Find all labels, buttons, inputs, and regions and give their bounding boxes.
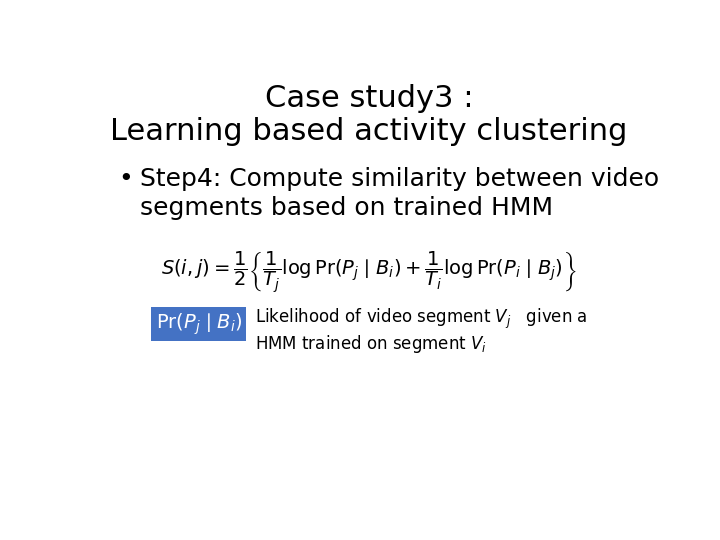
FancyBboxPatch shape	[151, 307, 246, 341]
Text: •: •	[118, 167, 132, 191]
Text: $\Pr(P_j\mid B_i)$: $\Pr(P_j\mid B_i)$	[156, 312, 242, 337]
Text: Learning based activity clustering: Learning based activity clustering	[110, 117, 628, 146]
Text: Case study3 :: Case study3 :	[265, 84, 473, 112]
Text: HMM trained on segment $V_i$: HMM trained on segment $V_i$	[255, 333, 487, 355]
Text: Likelihood of video segment $V_j$   given a: Likelihood of video segment $V_j$ given …	[255, 307, 587, 332]
Text: $S(i,j)=\dfrac{1}{2}\left\{\dfrac{1}{T_j}\log\Pr(P_j\mid B_i)+\dfrac{1}{T_i}\log: $S(i,j)=\dfrac{1}{2}\left\{\dfrac{1}{T_j…	[161, 250, 577, 295]
Text: segments based on trained HMM: segments based on trained HMM	[140, 196, 554, 220]
Text: Step4: Compute similarity between video: Step4: Compute similarity between video	[140, 167, 660, 191]
